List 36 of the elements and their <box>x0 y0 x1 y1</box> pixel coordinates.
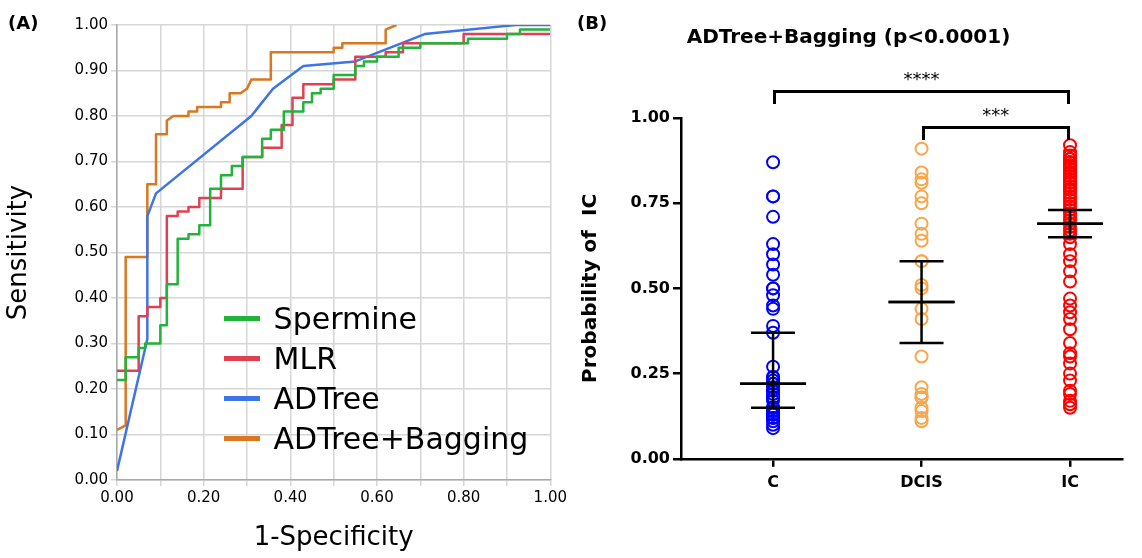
y-tick-label: 0.00 <box>630 447 670 467</box>
y-tick-label: 0.10 <box>74 424 108 443</box>
x-axis-title: 1-Specificity <box>253 521 414 552</box>
y-tick-label: 0.90 <box>74 60 108 79</box>
x-tick-label: 0.40 <box>273 487 308 506</box>
x-tick-label: 0.80 <box>446 487 481 506</box>
y-axis-title: Sensitivity <box>2 184 33 321</box>
y-tick-label: 0.20 <box>74 378 108 397</box>
y-tick-label: 0.80 <box>74 105 108 124</box>
x-tick-label: 0.60 <box>360 487 394 506</box>
y-tick-label: 1.00 <box>630 107 670 127</box>
annotation: *** <box>981 104 1011 125</box>
x-tick-label: 1.00 <box>533 487 567 506</box>
text: **** <box>902 68 941 89</box>
x-tick-label: 0.00 <box>100 487 134 506</box>
y-tick-label: 0.70 <box>74 151 108 170</box>
y-tick-label: 0.50 <box>74 242 108 261</box>
y-tick-label: 0.40 <box>74 287 108 306</box>
text: (B) <box>577 12 608 33</box>
chart-title: ADTree+Bagging (p<0.0001) <box>686 24 1011 49</box>
x-tick-label: 0.20 <box>186 487 221 506</box>
x-tick-label: C <box>767 471 779 491</box>
y-tick-label: 0.75 <box>630 192 670 212</box>
y-tick-label: 0.30 <box>74 333 108 352</box>
y-axis-title: Probability of IC <box>577 193 602 383</box>
text: (A) <box>8 12 39 33</box>
x-tick-label: IC <box>1061 471 1079 491</box>
y-tick-label: 0.50 <box>630 277 670 297</box>
y-tick-label: 1.00 <box>74 14 108 33</box>
legend-label: Spermine <box>273 300 417 336</box>
legend-label: ADTree+Bagging <box>273 420 529 456</box>
legend-label: ADTree <box>273 380 380 416</box>
x-tick-label: DCIS <box>900 471 943 491</box>
y-tick-label: 0.25 <box>630 362 670 382</box>
y-tick-label: 0.60 <box>74 196 108 215</box>
legend-label: MLR <box>273 340 338 376</box>
